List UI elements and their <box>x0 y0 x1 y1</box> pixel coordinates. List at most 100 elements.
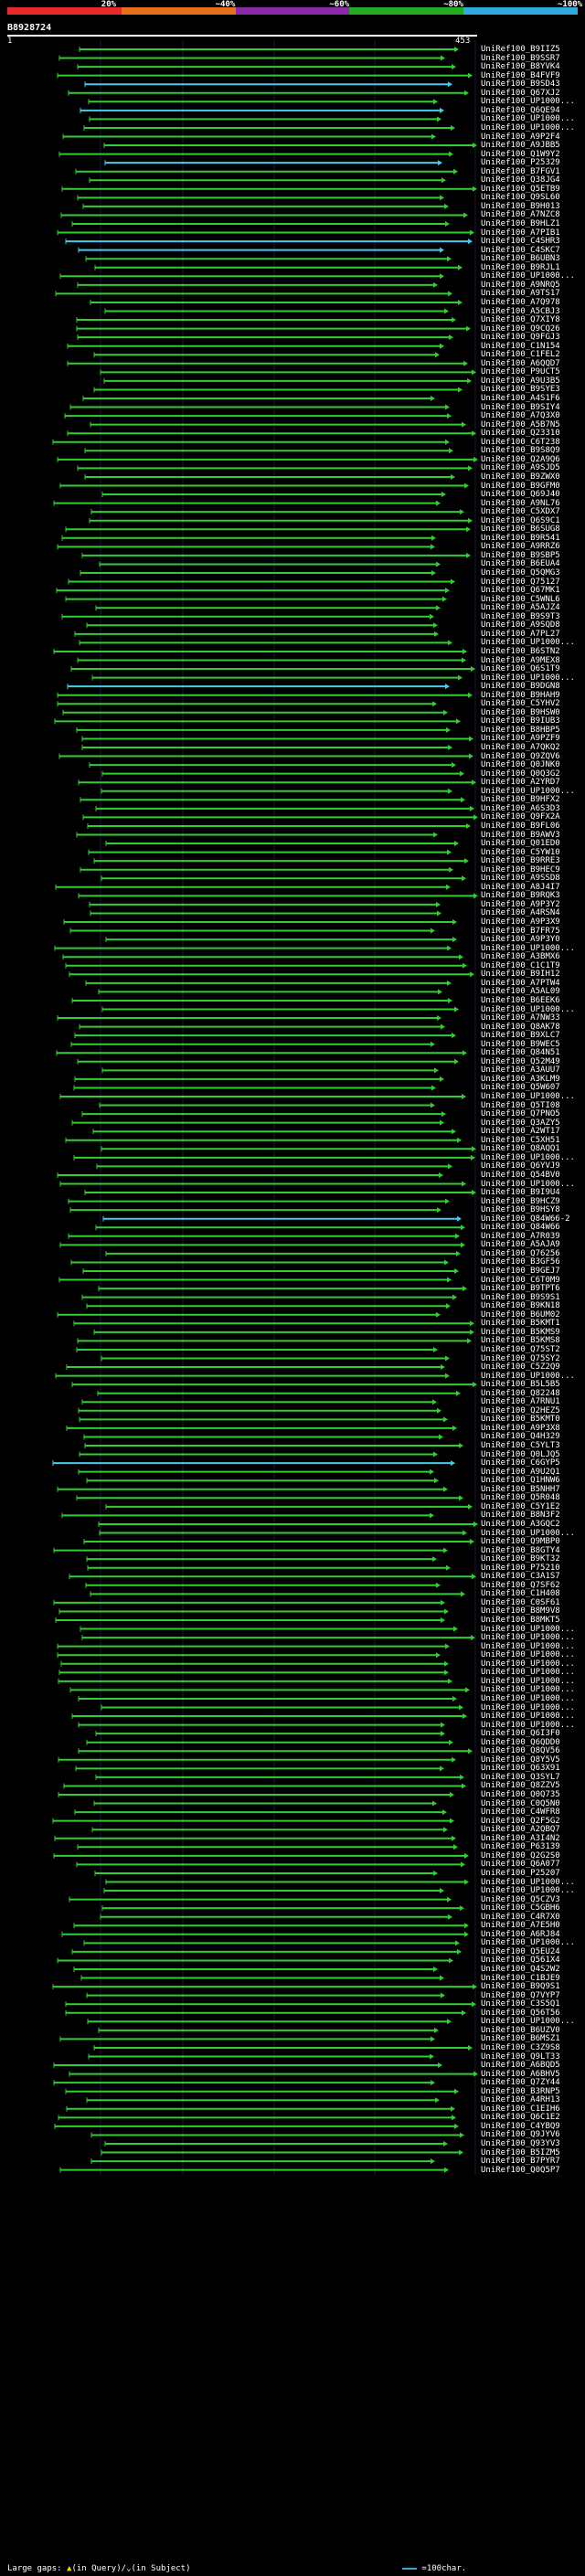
hit-id-link[interactable]: UniRef100_Q6C1E2 <box>481 2113 560 2123</box>
hit-id-link[interactable]: UniRef100_UP1000... <box>481 1659 575 1669</box>
hit-id-link[interactable]: UniRef100_C5GBH6 <box>481 1903 560 1913</box>
hit-id-link[interactable]: UniRef100_C1EIH6 <box>481 2104 560 2114</box>
hit-id-link[interactable]: UniRef100_B9HEC9 <box>481 864 560 875</box>
hit-id-link[interactable]: UniRef100_UP1000... <box>481 1633 575 1643</box>
hit-id-link[interactable]: UniRef100_B9SD43 <box>481 80 560 90</box>
hit-id-link[interactable]: UniRef100_B9HLZ1 <box>481 219 560 228</box>
hit-id-link[interactable]: UniRef100_A9SQD8 <box>481 620 560 631</box>
hit-id-link[interactable]: UniRef100_Q38JG4 <box>481 175 560 186</box>
hit-id-link[interactable]: UniRef100_UP1000... <box>481 1528 575 1538</box>
hit-id-link[interactable]: UniRef100_B3GF56 <box>481 1257 560 1267</box>
hit-id-link[interactable]: UniRef100_A9P3X8 <box>481 1423 560 1433</box>
hit-id-link[interactable]: UniRef100_Q56T56 <box>481 2008 560 2018</box>
hit-id-link[interactable]: UniRef100_B9HSY8 <box>481 1205 560 1215</box>
hit-id-link[interactable]: UniRef100_Q84W66 <box>481 1223 560 1233</box>
hit-id-link[interactable]: UniRef100_B9IUB3 <box>481 716 560 726</box>
hit-id-link[interactable]: UniRef100_C5YLT3 <box>481 1441 560 1450</box>
hit-id-link[interactable]: UniRef100_A9SSD8 <box>481 874 560 884</box>
hit-id-link[interactable]: UniRef100_Q2F5G2 <box>481 1816 560 1826</box>
hit-id-link[interactable]: UniRef100_C5Y1E2 <box>481 1501 560 1511</box>
hit-id-link[interactable]: UniRef100_A7QKQ2 <box>481 743 560 752</box>
hit-id-link[interactable]: UniRef100_B3RNP5 <box>481 2086 560 2096</box>
hit-id-link[interactable]: UniRef100_UP1000... <box>481 1712 575 1722</box>
hit-id-link[interactable]: UniRef100_A9P2F4 <box>481 132 560 142</box>
hit-id-link[interactable]: UniRef100_UP1000... <box>481 1371 575 1381</box>
hit-id-link[interactable]: UniRef100_A2QBQ7 <box>481 1825 560 1835</box>
hit-id-link[interactable]: UniRef100_C1H408 <box>481 1589 560 1599</box>
hit-id-link[interactable]: UniRef100_B9DGN8 <box>481 682 560 692</box>
hit-id-link[interactable]: UniRef100_Q7VYP7 <box>481 1990 560 2000</box>
hit-id-link[interactable]: UniRef100_Q5QMG3 <box>481 568 560 578</box>
hit-id-link[interactable]: UniRef100_B6UZV0 <box>481 2025 560 2035</box>
hit-id-link[interactable]: UniRef100_Q01ED0 <box>481 839 560 849</box>
hit-id-link[interactable]: UniRef100_A4RH13 <box>481 2095 560 2105</box>
hit-id-link[interactable]: UniRef100_C4R7X0 <box>481 1912 560 1922</box>
hit-id-link[interactable]: UniRef100_UP1000... <box>481 1179 575 1189</box>
hit-id-link[interactable]: UniRef100_B5KMS8 <box>481 1336 560 1346</box>
hit-id-link[interactable]: UniRef100_Q5ETB9 <box>481 184 560 194</box>
hit-id-link[interactable]: UniRef100_A9P3Y0 <box>481 935 560 945</box>
hit-id-link[interactable]: UniRef100_B9SYE3 <box>481 385 560 395</box>
hit-id-link[interactable]: UniRef100_Q1HNW6 <box>481 1476 560 1486</box>
hit-id-link[interactable]: UniRef100_UP1000... <box>481 1650 575 1660</box>
hit-id-link[interactable]: UniRef100_C4SKC7 <box>481 245 560 255</box>
hit-id-link[interactable]: UniRef100_A4RSN4 <box>481 908 560 918</box>
hit-id-link[interactable]: UniRef100_B5IZM5 <box>481 2147 560 2157</box>
hit-id-link[interactable]: UniRef100_B9IH12 <box>481 970 560 980</box>
hit-id-link[interactable]: UniRef100_B9H013 <box>481 201 560 211</box>
hit-id-link[interactable]: UniRef100_UP1000... <box>481 673 575 683</box>
hit-id-link[interactable]: UniRef100_Q75127 <box>481 577 560 587</box>
hit-id-link[interactable]: UniRef100_Q23310 <box>481 429 560 439</box>
hit-id-link[interactable]: UniRef100_B9GEJ7 <box>481 1267 560 1276</box>
hit-id-link[interactable]: UniRef100_B8HBP5 <box>481 725 560 735</box>
hit-id-link[interactable]: UniRef100_Q8QV56 <box>481 1746 560 1756</box>
hit-id-link[interactable]: UniRef100_C1C1T9 <box>481 960 560 970</box>
hit-id-link[interactable]: UniRef100_Q9FX2A <box>481 812 560 822</box>
hit-id-link[interactable]: UniRef100_UP1000... <box>481 786 575 796</box>
hit-id-link[interactable]: UniRef100_Q7XIY8 <box>481 315 560 325</box>
hit-id-link[interactable]: UniRef100_Q4S2W2 <box>481 1965 560 1974</box>
hit-id-link[interactable]: UniRef100_Q7ZY44 <box>481 2078 560 2088</box>
hit-id-link[interactable]: UniRef100_A7Q3X0 <box>481 411 560 421</box>
hit-id-link[interactable]: UniRef100_B9SBP5 <box>481 550 560 560</box>
hit-id-link[interactable]: UniRef100_C5WNL6 <box>481 594 560 604</box>
hit-id-link[interactable]: UniRef100_Q561X4 <box>481 1956 560 1966</box>
hit-id-link[interactable]: UniRef100_B7PYR7 <box>481 2157 560 2167</box>
hit-id-link[interactable]: UniRef100_C5YW10 <box>481 847 560 857</box>
hit-id-link[interactable]: UniRef100_C4WFR8 <box>481 1807 560 1818</box>
hit-id-link[interactable]: UniRef100_Q7SF62 <box>481 1580 560 1590</box>
hit-id-link[interactable]: UniRef100_A5AJA9 <box>481 1240 560 1250</box>
hit-id-link[interactable]: UniRef100_Q9FGJ3 <box>481 333 560 343</box>
hit-id-link[interactable]: UniRef100_Q52M49 <box>481 1056 560 1066</box>
hit-id-link[interactable]: UniRef100_A9TS17 <box>481 289 560 299</box>
hit-id-link[interactable]: UniRef100_B6UM02 <box>481 1309 560 1320</box>
hit-id-link[interactable]: UniRef100_Q8AQQ1 <box>481 1144 560 1154</box>
hit-id-link[interactable]: UniRef100_UP1000... <box>481 1693 575 1703</box>
hit-id-link[interactable]: UniRef100_B9SSR7 <box>481 53 560 63</box>
hit-id-link[interactable]: UniRef100_A3BMX6 <box>481 952 560 962</box>
hit-id-link[interactable]: UniRef100_C5XDX7 <box>481 507 560 517</box>
hit-id-link[interactable]: UniRef100_Q84N51 <box>481 1048 560 1058</box>
hit-id-link[interactable]: UniRef100_A9JBB5 <box>481 141 560 151</box>
hit-id-link[interactable]: UniRef100_UP1000... <box>481 1938 575 1948</box>
hit-id-link[interactable]: UniRef100_A9MEX8 <box>481 655 560 665</box>
hit-id-link[interactable]: UniRef100_C1FEL2 <box>481 350 560 360</box>
hit-id-link[interactable]: UniRef100_Q54BV0 <box>481 1170 560 1180</box>
hit-id-link[interactable]: UniRef100_C5YHV2 <box>481 699 560 709</box>
hit-id-link[interactable]: UniRef100_B9IIZ5 <box>481 45 560 54</box>
hit-id-link[interactable]: UniRef100_C3Z9S8 <box>481 2042 560 2052</box>
hit-id-link[interactable]: UniRef100_P25207 <box>481 1868 560 1878</box>
hit-id-link[interactable]: UniRef100_A9SJD5 <box>481 463 560 473</box>
hit-id-link[interactable]: UniRef100_UP1000... <box>481 1720 575 1730</box>
hit-id-link[interactable]: UniRef100_A7PTW4 <box>481 978 560 988</box>
hit-id-link[interactable]: UniRef100_UP1000... <box>481 122 575 133</box>
hit-id-link[interactable]: UniRef100_Q67MK1 <box>481 586 560 596</box>
hit-id-link[interactable]: UniRef100_C1BJE9 <box>481 1973 560 1983</box>
hit-id-link[interactable]: UniRef100_Q0Q735 <box>481 1790 560 1799</box>
hit-id-link[interactable]: UniRef100_Q76256 <box>481 1248 560 1258</box>
hit-id-link[interactable]: UniRef100_Q6YVJ9 <box>481 1161 560 1171</box>
hit-id-link[interactable]: UniRef100_B9S9S1 <box>481 1292 560 1302</box>
hit-id-link[interactable]: UniRef100_B9HFX2 <box>481 795 560 805</box>
hit-id-link[interactable]: UniRef100_Q6QDD0 <box>481 1737 560 1747</box>
hit-id-link[interactable]: UniRef100_C4SHR3 <box>481 237 560 247</box>
